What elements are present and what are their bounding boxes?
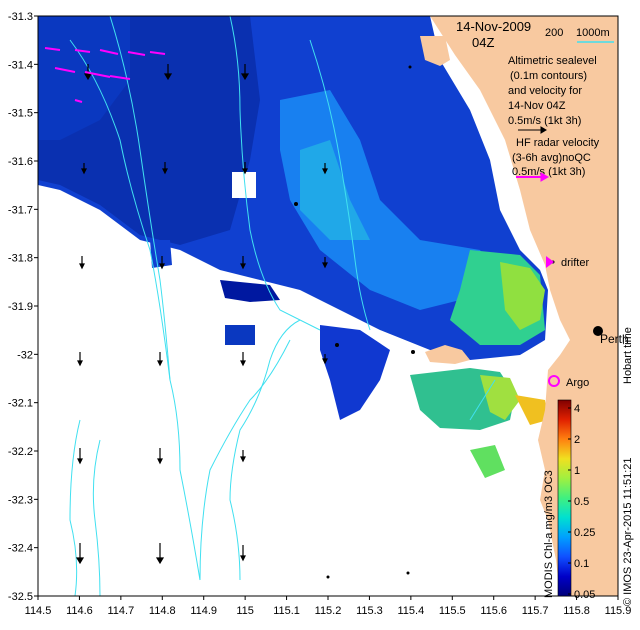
x-tick-label: 115.4 xyxy=(397,605,424,617)
title-block: 14-Nov-2009 04Z xyxy=(456,19,531,50)
drifter-label: drifter xyxy=(561,257,589,269)
colorbar-label: 0.05 xyxy=(574,589,595,601)
x-tick-label: 115.1 xyxy=(273,605,300,617)
y-tick-label: -31.5 xyxy=(8,108,33,120)
coastline-markers xyxy=(294,65,555,579)
title-time: 04Z xyxy=(472,35,494,50)
colorbar-label: 4 xyxy=(574,403,580,415)
hf-line-2: 0.5m/s (1kt 3h) xyxy=(512,166,585,178)
x-tick-label: 115.5 xyxy=(439,605,466,617)
alt-arrow-sample xyxy=(518,126,547,134)
argo-marker xyxy=(548,375,560,387)
title-date: 14-Nov-2009 xyxy=(456,19,531,34)
alt-line-3: 14-Nov 04Z xyxy=(508,100,566,112)
y-tick-label: -32.2 xyxy=(8,446,33,458)
scale-right: 1000m xyxy=(576,27,610,39)
y-tick-label: -32.1 xyxy=(8,398,33,410)
colorbar-label: 2 xyxy=(574,434,580,446)
scale-bar: 200 1000m xyxy=(545,27,614,43)
drifter-marker xyxy=(546,256,554,268)
x-tick-label: 114.6 xyxy=(66,605,93,617)
y-tick-label: -32.3 xyxy=(8,494,33,506)
x-tick-label: 115.2 xyxy=(315,605,342,617)
alt-line-2: and velocity for xyxy=(508,85,582,97)
velocity-arrows xyxy=(75,64,328,565)
y-tick-label: -31.6 xyxy=(8,156,33,168)
credit-text: © IMOS 23-Apr-2015 11:51:21 xyxy=(622,457,634,606)
x-tick-label: 115.7 xyxy=(522,605,549,617)
x-tick-label: 114.7 xyxy=(107,605,134,617)
hf-arrow-sample xyxy=(516,172,550,182)
x-tick-label: 114.9 xyxy=(190,605,217,617)
colorbar: 4 2 1 0.5 0.25 0.1 0.05 MODIS Chl-a mg/m3 OC3 xyxy=(543,399,595,601)
colorbar-title: MODIS Chl-a mg/m3 OC3 xyxy=(543,470,555,598)
chlorophyll-field xyxy=(38,16,548,478)
colorbar-label: 1 xyxy=(574,465,580,477)
x-tick-label: 115.6 xyxy=(480,605,507,617)
hf-radar-arrows xyxy=(44,47,166,103)
x-tick-label: 115 xyxy=(236,605,254,617)
y-tick-label: -32 xyxy=(17,349,33,361)
altimetry-legend: Altimetric sealevel (0.1m contours) and … xyxy=(508,55,597,134)
scale-left: 200 xyxy=(545,27,563,39)
y-tick-label: -32.5 xyxy=(8,591,33,603)
hf-line-1: (3-6h avg)noQC xyxy=(512,152,591,164)
y-tick-label: -31.4 xyxy=(8,59,33,71)
x-tick-label: 114.8 xyxy=(149,605,176,617)
alt-line-4: 0.5m/s (1kt 3h) xyxy=(508,115,581,127)
hf-legend: HF radar velocity (3-6h avg)noQC 0.5m/s … xyxy=(512,137,600,182)
colorbar-label: 0.25 xyxy=(574,527,595,539)
y-tick-label: -31.7 xyxy=(8,204,33,216)
y-tick-label: -31.3 xyxy=(8,11,33,23)
y-tick-label: -31.9 xyxy=(8,301,33,313)
x-tick-label: 114.5 xyxy=(25,605,52,617)
perth-label: Perth xyxy=(600,332,629,346)
y-axis: -31.3 -31.4 -31.5 -31.6 -31.7 -31.8 -31.9 -32 -3… xyxy=(8,11,38,603)
hobart-label: Hobart time xyxy=(622,327,634,384)
bathymetry-contours xyxy=(69,16,496,596)
colorbar-label: 0.1 xyxy=(574,558,589,570)
x-axis: 114.5 114.6 114.7 114.8 114.9 115 115.1 115.2 11… xyxy=(25,596,632,617)
alt-line-0: Altimetric sealevel xyxy=(508,55,597,67)
hf-line-0: HF radar velocity xyxy=(516,137,600,149)
x-tick-label: 115.8 xyxy=(563,605,590,617)
alt-line-1: (0.1m contours) xyxy=(510,70,587,82)
x-tick-label: 115.9 xyxy=(605,605,632,617)
perth-marker xyxy=(593,326,603,336)
y-tick-label: -31.8 xyxy=(8,253,33,265)
y-tick-label: -32.4 xyxy=(8,543,33,555)
colorbar-label: 0.5 xyxy=(574,496,589,508)
argo-label: Argo xyxy=(566,377,589,389)
x-tick-label: 115.3 xyxy=(356,605,383,617)
